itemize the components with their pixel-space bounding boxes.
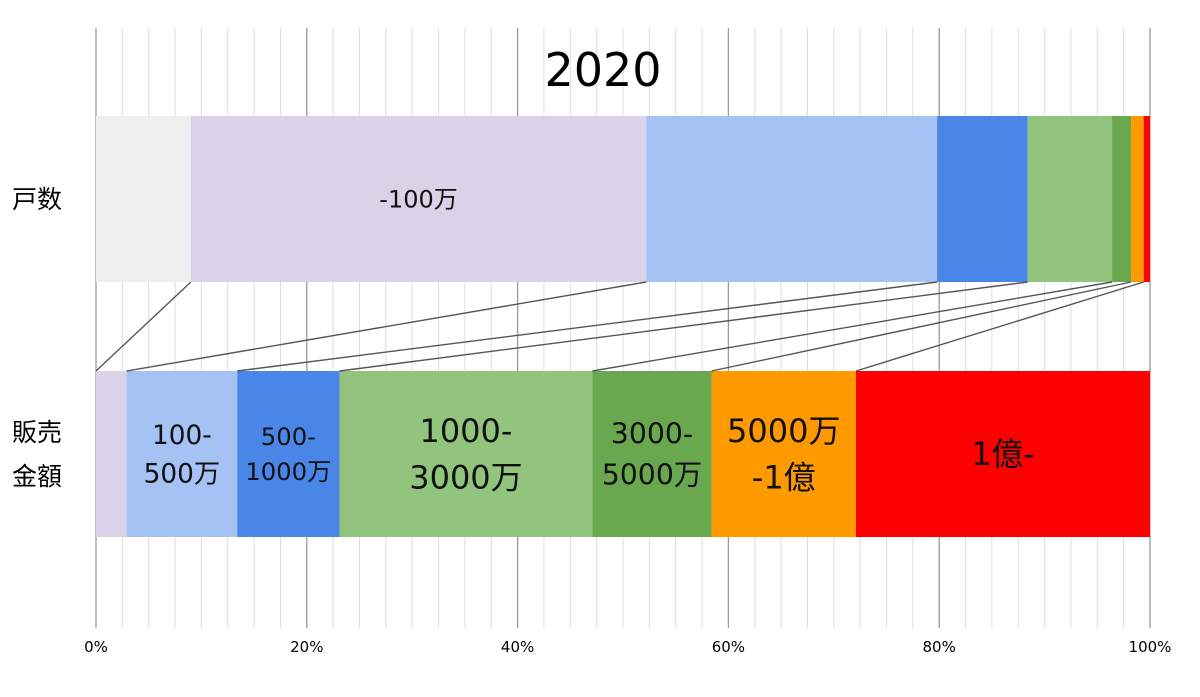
segment-label-line: 500万 — [144, 459, 221, 489]
connector-line — [126, 281, 647, 372]
segment-label: 1000- 3000万 — [409, 412, 522, 496]
bar-segment-2-5 — [339, 371, 593, 537]
segment-labels: -100万 100- 500万 500- 1000万 1000- 3000万 3000- 500… — [144, 185, 1035, 496]
connector-lines — [95, 281, 1144, 372]
segment-label-line: -1億 — [752, 458, 816, 496]
x-tick-label: 0% — [84, 638, 108, 656]
bar-segment-2-3 — [126, 371, 238, 537]
bar-segment-1-4 — [937, 116, 1028, 282]
category-label: 販売金額 — [12, 418, 62, 491]
bar-segment-1-6 — [1112, 116, 1132, 282]
bar-segment-2-6 — [592, 371, 712, 537]
bar-segment-1-1 — [96, 116, 191, 282]
connector-line — [592, 281, 1113, 372]
bar-segment-1-2 — [190, 116, 647, 282]
connector-line — [237, 281, 938, 372]
chart-title: 2020 — [544, 43, 661, 97]
segment-label: -100万 — [379, 185, 457, 213]
x-tick-label: 60% — [712, 638, 745, 656]
bar-segment-1-8 — [1143, 116, 1150, 282]
bar-segment-1-7 — [1131, 116, 1144, 282]
category-label-line: 戸数 — [12, 185, 62, 214]
segment-label-line: 3000- — [611, 417, 693, 450]
x-tick-label: 20% — [290, 638, 323, 656]
category-label-line: 金額 — [12, 462, 62, 491]
x-tick-label: 100% — [1129, 638, 1172, 656]
category-label: 戸数 — [12, 185, 62, 214]
segment-label-line: 5000万 — [727, 412, 840, 450]
segment-label: 500- 1000万 — [245, 422, 331, 486]
connector-line — [855, 281, 1144, 372]
connector-line — [711, 281, 1132, 372]
segment-label: 100- 500万 — [144, 421, 221, 489]
segment-label-line: 1000- — [419, 412, 512, 450]
x-tick-label: 80% — [923, 638, 956, 656]
segment-label: 3000- 5000万 — [602, 417, 702, 491]
segment-label-line: 100- — [152, 421, 212, 451]
segment-label: 1億- — [971, 435, 1035, 473]
connector-line — [339, 281, 1028, 372]
bar-segment-1-5 — [1027, 116, 1113, 282]
bar-segment-1-3 — [646, 116, 938, 282]
bars — [96, 116, 1150, 537]
segment-label: 5000万 -1億 — [727, 412, 840, 496]
segment-label-line: -100万 — [379, 185, 457, 213]
bar-segment-2-4 — [237, 371, 340, 537]
x-tick-label: 40% — [501, 638, 534, 656]
connector-line — [95, 281, 192, 372]
segment-label-line: 1億- — [971, 435, 1035, 473]
x-axis-ticks: 0% 20% 40% 60% 80% 100% — [84, 638, 1171, 656]
segment-label-line: 1000万 — [245, 457, 331, 486]
segment-label-line: 500- — [261, 422, 316, 451]
bar-segment-2-2 — [96, 371, 127, 537]
segment-label-line: 3000万 — [409, 458, 522, 496]
category-label-line: 販売 — [12, 418, 62, 447]
segment-label-line: 5000万 — [602, 458, 702, 491]
bar-segment-2-7 — [711, 371, 856, 537]
bar-segment-2-8 — [855, 371, 1150, 537]
